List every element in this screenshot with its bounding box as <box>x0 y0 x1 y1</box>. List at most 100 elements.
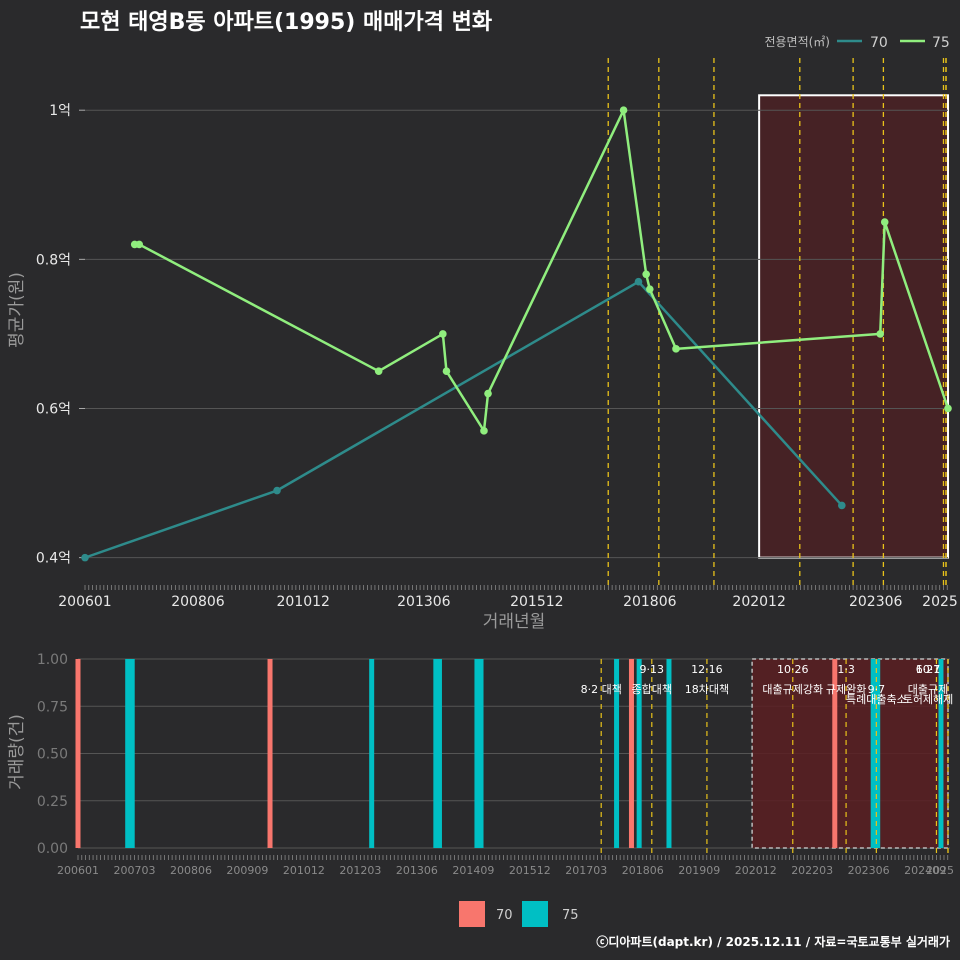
policy-annotation: 8·2 대책 <box>581 683 622 696</box>
price-line-chart: 0.4억 0.6억 0.8억 1억 200601 200806 201012 201306 20… <box>36 58 958 610</box>
series-75-point <box>135 240 144 249</box>
volume-bar-75 <box>666 659 672 848</box>
series-75-point <box>442 367 451 376</box>
price-x-axis-title: 거래년월 <box>483 612 546 632</box>
volume-bar-70 <box>832 659 838 848</box>
series-75-point <box>944 404 952 413</box>
volume-bar-75 <box>478 659 484 848</box>
x-tick-label: 200806 <box>171 594 225 610</box>
bar-legend-label-70: 70 <box>496 908 513 923</box>
volume-bar-75 <box>870 659 876 848</box>
legend-label-70: 70 <box>870 35 888 51</box>
volume-x-tick-label: 202409 <box>904 864 946 877</box>
policy-annotation: 10·1 <box>916 663 941 676</box>
volume-highlight-band <box>751 658 949 849</box>
volume-x-tick-label: 2025 <box>926 864 954 877</box>
volume-x-tick-label: 201203 <box>339 864 381 877</box>
line-legend: 전용면적(㎡) 70 75 <box>764 35 949 51</box>
series-75-line <box>134 108 950 433</box>
volume-x-tick-label: 201512 <box>509 864 551 877</box>
price-y-axis-title: 평균가(원) <box>7 272 27 348</box>
series-75-point <box>619 106 628 114</box>
volume-bar-70 <box>267 659 273 848</box>
series-75-point <box>374 367 383 376</box>
policy-annotation: 18차대책 <box>685 683 729 696</box>
volume-bar-75 <box>436 659 442 848</box>
volume-y-tick-label: 0.50 <box>37 747 68 763</box>
volume-x-tick-label: 201409 <box>452 864 494 877</box>
policy-annotation: 12·16 <box>691 663 723 676</box>
policy-annotation: 9·7 <box>868 683 886 696</box>
x-tick-label: 202012 <box>732 594 785 610</box>
volume-x-tick-label: 202306 <box>848 864 890 877</box>
volume-x-tick-label: 201306 <box>396 864 438 877</box>
bar-legend-swatch-75 <box>522 901 548 927</box>
volume-x-tick-label: 202203 <box>791 864 833 877</box>
x-tick-label: 200601 <box>58 594 111 610</box>
x-tick-label: 201306 <box>397 594 451 610</box>
line-legend-title: 전용면적(㎡) <box>764 35 830 49</box>
volume-bar-75 <box>129 659 135 848</box>
volume-bar-75 <box>614 659 620 848</box>
volume-x-tick-label: 200703 <box>113 864 155 877</box>
legend-label-75: 75 <box>932 35 950 51</box>
x-tick-label: 202306 <box>849 594 903 610</box>
volume-x-tick-label: 200909 <box>226 864 268 877</box>
volume-bar-75 <box>433 659 439 848</box>
volume-bar-70 <box>628 659 634 848</box>
x-tick-label: 201512 <box>510 594 563 610</box>
bar-legend: 70 75 <box>459 901 579 927</box>
policy-annotation: 종합대책 <box>632 683 672 696</box>
policy-annotation: 토허제해제 <box>903 692 954 706</box>
volume-y-tick-label: 1.00 <box>37 652 68 668</box>
x-tick-label: 201012 <box>277 594 330 610</box>
series-75-point <box>642 270 650 279</box>
volume-bar-75 <box>474 659 480 848</box>
series-75-point <box>439 330 447 338</box>
series-75-point <box>484 389 492 398</box>
chart-title: 모현 태영B동 아파트(1995) 매매가격 변화 <box>80 10 492 35</box>
volume-bar-75 <box>125 659 131 848</box>
policy-annotation: 대출규제강화 <box>762 683 823 696</box>
series-75-point <box>645 285 654 293</box>
policy-annotation: 규제완화 <box>826 683 866 696</box>
series-70-point <box>634 277 643 286</box>
y-tick-label: 1억 <box>49 103 71 119</box>
x-tick-label: 201806 <box>623 594 677 610</box>
x-tick-label: 2025 <box>922 594 958 610</box>
volume-bar-75 <box>875 659 881 848</box>
volume-y-tick-label: 0.00 <box>37 841 68 857</box>
bar-legend-swatch-70 <box>459 901 485 927</box>
y-tick-label: 0.8억 <box>36 252 71 268</box>
policy-annotation: 6·27 <box>916 663 941 676</box>
y-tick-label: 0.4억 <box>36 551 71 567</box>
series-75-point <box>672 345 680 353</box>
policy-annotation: 9·13 <box>640 663 665 676</box>
policy-annotation: 특례대출축소 <box>846 693 907 706</box>
volume-bar-chart: 0.00 0.25 0.50 0.75 1.00 8·2 대책 9·13 종합대책 12·16 1… <box>37 652 954 877</box>
y-tick-label: 0.6억 <box>36 401 71 417</box>
volume-x-tick-label: 201703 <box>565 864 607 877</box>
series-70-line <box>84 280 843 559</box>
series-70-point <box>81 553 89 562</box>
volume-y-tick-label: 0.75 <box>37 699 68 715</box>
policy-annotation: 대출규제 <box>908 683 948 696</box>
series-70-point <box>838 501 846 510</box>
volume-x-tick-label: 200806 <box>170 864 212 877</box>
volume-x-tick-label: 201012 <box>283 864 325 877</box>
volume-bar-75 <box>938 659 944 848</box>
policy-annotation: 10·26 <box>777 663 809 676</box>
footer-credit: ⓒ디아파트(dapt.kr) / 2025.12.11 / 자료=국토교통부 실… <box>596 934 950 949</box>
series-75-point <box>480 427 488 435</box>
volume-x-tick-label: 201909 <box>678 864 720 877</box>
policy-annotation: 1·3 <box>837 663 855 676</box>
series-75-point <box>876 330 885 338</box>
volume-y-tick-label: 0.25 <box>37 794 68 810</box>
bar-legend-label-75: 75 <box>562 908 579 923</box>
series-70-point <box>273 486 281 495</box>
volume-x-tick-label: 202012 <box>735 864 777 877</box>
volume-x-tick-label: 201806 <box>622 864 664 877</box>
volume-bar-75 <box>369 659 375 848</box>
volume-x-tick-label: 200601 <box>57 864 99 877</box>
